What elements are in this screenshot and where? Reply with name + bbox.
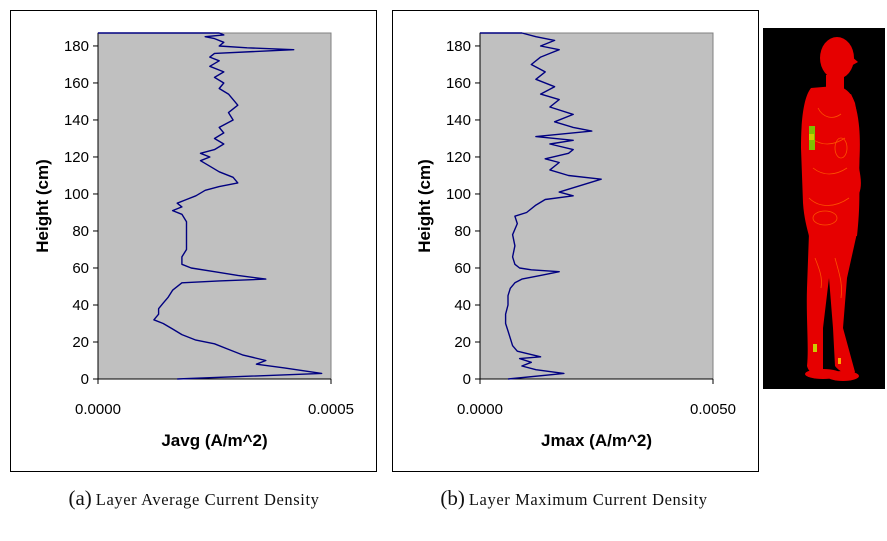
plot-area	[97, 32, 332, 380]
body-leg-back	[806, 233, 831, 374]
y-tick-label: 60	[72, 260, 89, 277]
body-model-image	[763, 28, 885, 389]
y-tick-label: 160	[64, 75, 89, 92]
x-tick-label: 0.0000	[457, 401, 503, 418]
series-line	[480, 32, 602, 380]
y-tick-label: 160	[446, 75, 471, 92]
y-tick-label: 120	[446, 149, 471, 166]
y-tick-label: 20	[454, 334, 471, 351]
x-tick-label: 0.0000	[75, 401, 121, 418]
body-silhouette	[801, 37, 861, 381]
y-tick-label: 140	[64, 112, 89, 129]
body-arm	[843, 94, 861, 195]
y-tick-label: 60	[454, 260, 471, 277]
chart-a: 0 20 40 60 80 100 120 140 160 180 0.0000 0.0005 Javg…	[33, 32, 354, 450]
body-model-figure	[763, 28, 885, 389]
body-torso	[801, 86, 860, 236]
caption-a-text: Layer Average Current Density	[95, 490, 320, 509]
y-tick-label: 180	[64, 38, 89, 55]
body-highlight-spot	[838, 358, 841, 364]
x-axis-title: Javg (A/m^2)	[161, 431, 267, 450]
y-tick-label: 0	[81, 371, 89, 388]
caption-a-label: (a)	[68, 486, 92, 510]
plot-area	[479, 32, 714, 380]
y-tick-label: 40	[72, 297, 89, 314]
y-tick-label: 40	[454, 297, 471, 314]
y-tick-label: 20	[72, 334, 89, 351]
body-leg-front	[827, 233, 857, 374]
y-tick-label: 100	[64, 186, 89, 203]
y-tick-label: 80	[72, 223, 89, 240]
caption-b: (b) Layer Maximum Current Density	[384, 485, 764, 514]
body-foot-front	[827, 371, 859, 381]
caption-b-label: (b)	[440, 486, 465, 510]
y-tick-label: 120	[64, 149, 89, 166]
chart-panel-a: 0 20 40 60 80 100 120 140 160 180 0.0000 0.0005 Javg…	[10, 10, 377, 472]
body-head	[820, 37, 854, 79]
y-tick-label: 100	[446, 186, 471, 203]
caption-a: (a) Layer Average Current Density	[4, 485, 384, 514]
caption-b-text: Layer Maximum Current Density	[468, 490, 708, 509]
x-tick-label: 0.0005	[308, 401, 354, 418]
y-tick-label: 0	[463, 371, 471, 388]
chart-b: 0 20 40 60 80 100 120 140 160 180 0.0000 0.0050 Jmax…	[415, 32, 736, 450]
body-neck	[826, 75, 844, 89]
y-axis-title: Height (cm)	[33, 159, 52, 253]
chart-panel-b: 0 20 40 60 80 100 120 140 160 180 0.0000 0.0050 Jmax…	[392, 10, 759, 472]
y-axis-title: Height (cm)	[415, 159, 434, 253]
y-tick-label: 140	[446, 112, 471, 129]
x-tick-label: 0.0050	[690, 401, 736, 418]
body-highlight-spot	[813, 344, 817, 352]
x-axis-title: Jmax (A/m^2)	[541, 431, 652, 450]
body-highlight-spot	[809, 134, 814, 140]
body-nose	[851, 56, 858, 66]
y-tick-label: 180	[446, 38, 471, 55]
series-line	[98, 32, 323, 380]
y-tick-label: 80	[454, 223, 471, 240]
